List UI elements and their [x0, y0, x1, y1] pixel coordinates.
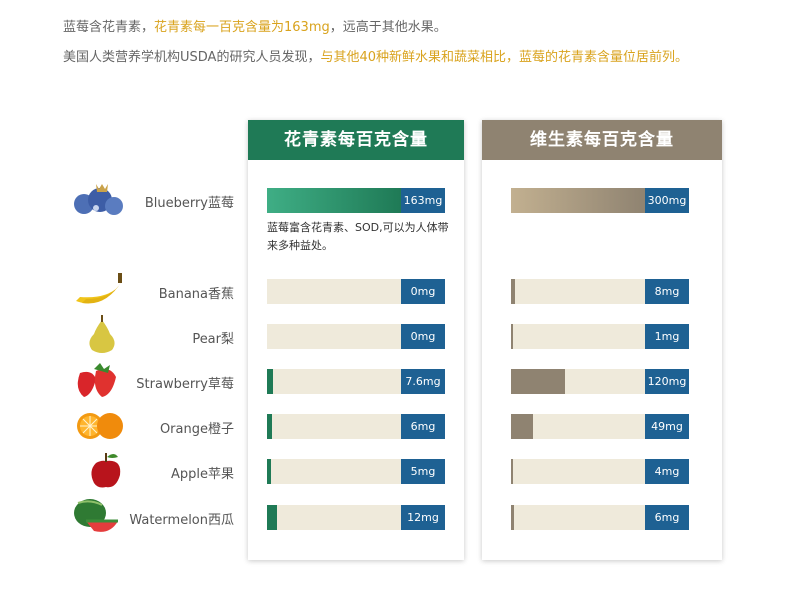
bar-track: 300mg — [511, 188, 689, 213]
bar-value-label: 49mg — [645, 414, 689, 439]
bar-track: 163mg — [267, 188, 445, 213]
bar-value-label: 0mg — [401, 324, 445, 349]
bar-value-label: 300mg — [645, 188, 689, 213]
fruit-label: Banana香蕉 — [158, 287, 234, 302]
banana-icon — [66, 269, 132, 309]
intro-line-1-highlight: 花青素每一百克含量为163mg — [154, 20, 330, 35]
fruit-label: Blueberry蓝莓 — [144, 196, 234, 211]
bar-value-label: 12mg — [401, 505, 445, 530]
pear-icon — [66, 314, 132, 354]
bar-value-label: 6mg — [645, 505, 689, 530]
bar-track: 6mg — [511, 505, 689, 530]
bar-track: 8mg — [511, 279, 689, 304]
orange-icon — [66, 404, 132, 444]
bar-track: 6mg — [267, 414, 445, 439]
bar-track: 0mg — [267, 279, 445, 304]
bar-fill — [511, 188, 645, 213]
bar-value-label: 120mg — [645, 369, 689, 394]
bar-track: 4mg — [511, 459, 689, 484]
fruit-label: Strawberry草莓 — [136, 377, 234, 392]
watermelon-icon — [66, 495, 132, 535]
bar-fill — [511, 459, 513, 484]
strawberry-icon — [66, 359, 132, 399]
apple-icon — [66, 449, 132, 489]
bar-value-label: 6mg — [401, 414, 445, 439]
bar-fill — [267, 369, 274, 394]
intro-line-2-start: 美国人类营养学机构USDA的研究人员发现， — [63, 50, 321, 65]
fruit-label: Pear梨 — [192, 332, 234, 347]
bar-value-label: 7.6mg — [401, 369, 445, 394]
fruit-label: Apple苹果 — [170, 467, 234, 482]
blueberry-icon — [66, 178, 132, 218]
bar-value-label: 0mg — [401, 279, 445, 304]
bar-fill — [511, 414, 533, 439]
bar-value-label: 1mg — [645, 324, 689, 349]
bar-value-label: 8mg — [645, 279, 689, 304]
bar-fill — [511, 369, 565, 394]
bar-fill — [267, 459, 272, 484]
blueberry-note: 蓝莓富含花青素、SOD,可以为人体带来多种益处。 — [267, 221, 449, 252]
fruit-label: Orange橙子 — [159, 422, 234, 437]
bar-value-label: 5mg — [401, 459, 445, 484]
bar-fill — [511, 505, 514, 530]
vitamin-panel-title: 维生素每百克含量 — [482, 120, 722, 160]
bar-track: 5mg — [267, 459, 445, 484]
intro-line-2: 美国人类营养学机构USDA的研究人员发现，与其他40种新鲜水果和蔬菜相比，蓝莓的… — [63, 46, 688, 65]
bar-track: 49mg — [511, 414, 689, 439]
bar-value-label: 163mg — [401, 188, 445, 213]
bar-value-label: 4mg — [645, 459, 689, 484]
bar-fill — [267, 505, 277, 530]
fruit-label: Watermelon西瓜 — [129, 513, 234, 528]
bar-fill — [267, 414, 272, 439]
intro-line-1: 蓝莓含花青素，花青素每一百克含量为163mg，远高于其他水果。 — [63, 16, 447, 35]
bar-fill — [511, 279, 515, 304]
intro-line-1-end: ，远高于其他水果。 — [329, 20, 447, 35]
intro-line-1-start: 蓝莓含花青素， — [63, 20, 155, 35]
bar-track: 7.6mg — [267, 369, 445, 394]
bar-track: 1mg — [511, 324, 689, 349]
bar-fill — [267, 188, 401, 213]
anthocyanin-panel-title: 花青素每百克含量 — [248, 120, 464, 160]
intro-line-2-highlight: 与其他40种新鲜水果和蔬菜相比，蓝莓的花青素含量位居前列。 — [320, 50, 688, 65]
bar-fill — [511, 324, 513, 349]
bar-track: 12mg — [267, 505, 445, 530]
bar-track: 120mg — [511, 369, 689, 394]
bar-track: 0mg — [267, 324, 445, 349]
